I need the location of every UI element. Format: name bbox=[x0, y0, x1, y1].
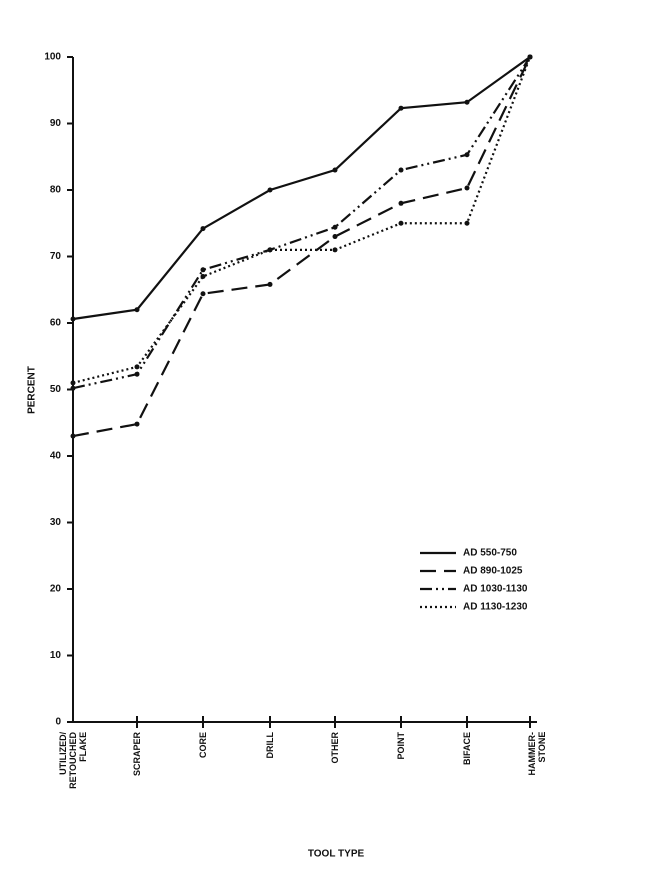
data-point bbox=[527, 54, 533, 60]
data-point bbox=[70, 380, 76, 386]
y-tick-label: 80 bbox=[50, 185, 62, 196]
data-point bbox=[200, 273, 206, 279]
data-point bbox=[200, 291, 206, 297]
legend-label: AD 550-750 bbox=[463, 548, 517, 559]
x-tick-label: SCRAPER bbox=[132, 732, 142, 777]
y-tick-label: 0 bbox=[55, 717, 61, 728]
data-point bbox=[332, 167, 338, 173]
data-point bbox=[464, 185, 470, 191]
data-point bbox=[134, 371, 140, 377]
y-tick-label: 90 bbox=[50, 118, 62, 129]
y-tick-label: 40 bbox=[50, 451, 62, 462]
data-point bbox=[70, 316, 76, 322]
data-point bbox=[464, 99, 470, 105]
x-tick-label: HAMMER- STONE bbox=[527, 732, 547, 776]
data-point bbox=[70, 385, 76, 391]
y-tick-label: 10 bbox=[50, 650, 62, 661]
series-line bbox=[72, 56, 531, 438]
y-tick-label: 30 bbox=[50, 517, 62, 528]
y-tick-label: 60 bbox=[50, 318, 62, 329]
legend-label: AD 1130-1230 bbox=[463, 602, 528, 613]
data-point bbox=[332, 247, 338, 253]
y-tick-label: 70 bbox=[50, 251, 62, 262]
x-tick-label: BIFACE bbox=[462, 732, 472, 766]
x-tick-label: OTHER bbox=[330, 732, 340, 764]
y-tick-label: 50 bbox=[50, 384, 62, 395]
data-point bbox=[267, 281, 273, 287]
data-point bbox=[332, 234, 338, 240]
y-tick-label: 100 bbox=[44, 52, 61, 63]
data-point bbox=[398, 200, 404, 206]
data-point bbox=[134, 364, 140, 370]
data-point bbox=[134, 307, 140, 313]
data-point bbox=[200, 226, 206, 232]
data-point bbox=[398, 220, 404, 226]
data-point bbox=[134, 421, 140, 427]
y-axis-label: PERCENT bbox=[27, 366, 38, 414]
legend-label: AD 1030-1130 bbox=[463, 584, 528, 595]
legend-label: AD 890-1025 bbox=[463, 566, 523, 577]
data-point bbox=[464, 220, 470, 226]
data-point bbox=[267, 187, 273, 193]
data-point bbox=[398, 105, 404, 111]
data-point bbox=[70, 433, 76, 439]
x-tick-label: DRILL bbox=[265, 732, 275, 759]
x-tick-label: UTILIZED/ RETOUCHED FLAKE bbox=[58, 732, 88, 789]
data-point bbox=[398, 167, 404, 173]
series-line bbox=[72, 56, 531, 321]
series-line bbox=[72, 56, 532, 384]
data-point bbox=[267, 247, 273, 253]
y-tick-label: 20 bbox=[50, 584, 62, 595]
series-line bbox=[72, 56, 531, 390]
data-point bbox=[332, 224, 338, 230]
x-axis-label: TOOL TYPE bbox=[308, 849, 365, 860]
x-tick-label: CORE bbox=[198, 732, 208, 759]
data-point bbox=[464, 152, 470, 158]
data-point bbox=[200, 267, 206, 273]
x-tick-label: POINT bbox=[396, 732, 406, 760]
